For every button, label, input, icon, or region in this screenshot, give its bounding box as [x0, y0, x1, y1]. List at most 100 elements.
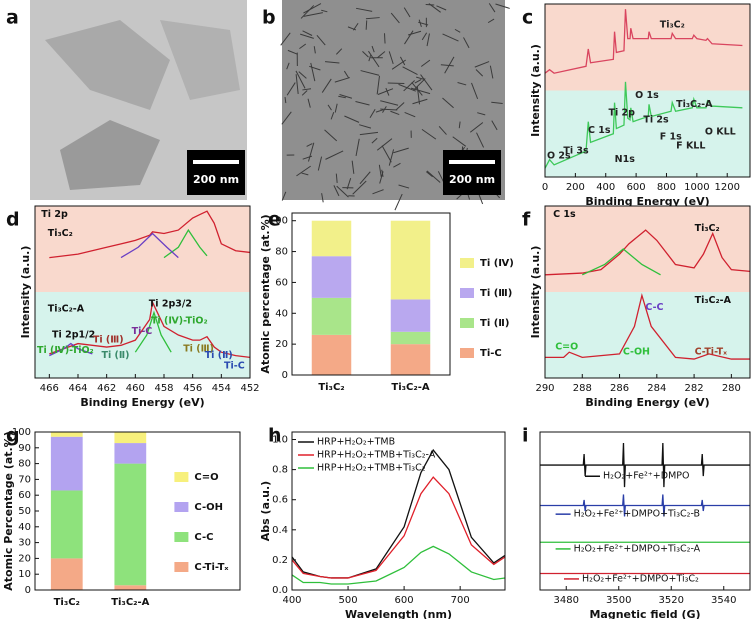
x-tick-label: 1200 — [714, 182, 739, 193]
y-tick-label: 50 — [18, 506, 31, 517]
bar-segment — [50, 436, 83, 491]
panel-label: d — [6, 209, 20, 231]
y-tick-label: 10 — [18, 569, 31, 580]
series-line — [581, 248, 661, 276]
series-line — [540, 442, 750, 488]
annotation: Ti₃C₂-A — [48, 304, 85, 315]
y-axis-label: Abs (a.u.) — [259, 481, 272, 541]
tem-streak — [355, 101, 370, 106]
x-tick-label: 288 — [573, 383, 592, 394]
tem-streak — [303, 3, 322, 14]
x-tick-label: Ti₃C₂ — [318, 382, 344, 393]
y-tick-label: 100 — [12, 427, 31, 438]
x-tick-label: 454 — [212, 383, 231, 394]
tem-streak — [388, 149, 395, 166]
tem-streak — [412, 78, 426, 91]
annotation: O KLL — [705, 127, 736, 138]
tem-streak — [298, 71, 307, 79]
y-tick-label: 30 — [18, 538, 31, 549]
plot-band — [545, 90, 750, 177]
annotation: Ti (Ⅱ) — [102, 350, 130, 361]
legend-swatch — [460, 288, 474, 298]
tem-streak — [476, 132, 485, 148]
tem-streak — [321, 193, 324, 203]
series-label: H₂O₂+Fe²⁺+DMPO — [603, 471, 690, 482]
bar-segment — [114, 432, 147, 444]
tem-streak — [380, 108, 398, 111]
tem-flake — [60, 120, 160, 190]
y-axis-label: Intensity (a.u.) — [529, 246, 542, 339]
legend-label: HRP+H₂O₂+TMB+Ti₃C₂-A — [317, 450, 436, 461]
x-tick-label: 200 — [566, 182, 585, 193]
y-tick-label: 70 — [18, 474, 31, 485]
bar-segment — [390, 299, 431, 332]
annotation: Ti 2p1/2 — [52, 330, 95, 341]
tem-streak — [376, 75, 380, 95]
tem-streak — [286, 82, 296, 96]
legend-swatch — [460, 258, 474, 268]
tem-streak — [438, 126, 447, 135]
annotation: Ti-C — [132, 326, 153, 337]
tem-streak — [362, 51, 369, 58]
scale-bar-box — [187, 150, 245, 195]
annotation: O 1s — [635, 90, 659, 101]
x-tick-label: 290 — [535, 383, 554, 394]
annotation: C=O — [555, 342, 578, 353]
tem-streak — [325, 61, 340, 64]
tem-streak — [309, 65, 321, 71]
y-tick-label: 0.0 — [272, 585, 288, 596]
annotation: Ti (Ⅱ) — [205, 350, 233, 361]
tem-streak — [352, 180, 367, 195]
tem-streak — [404, 111, 416, 118]
tem-streak — [488, 3, 496, 13]
x-tick-label: 282 — [685, 383, 704, 394]
y-tick-label: 40 — [275, 308, 288, 319]
tem-streak — [365, 17, 380, 20]
tem-streak — [334, 77, 350, 83]
legend-swatch — [174, 532, 189, 542]
annotation: Ti (Ⅲ) — [183, 343, 214, 354]
legend-swatch — [174, 562, 189, 572]
y-tick-label: 40 — [18, 522, 31, 533]
tem-streak — [299, 43, 307, 50]
x-tick-label: 1000 — [684, 182, 709, 193]
tem-streak — [436, 5, 447, 11]
x-tick-label: 456 — [183, 383, 202, 394]
bar-segment — [390, 344, 431, 375]
tem-streak — [489, 65, 494, 79]
bar-segment — [311, 297, 352, 335]
legend-label: C-OH — [194, 502, 223, 513]
tem-streak — [403, 80, 415, 92]
series-label: H₂O₂+Fe²⁺+DMPO+Ti₃C₂-B — [574, 509, 700, 520]
tem-streak — [411, 81, 423, 96]
chart: 0.0 0.2 0.4 0.6 0.8 1.0 400 500 600 700 Wavelength… — [259, 431, 506, 619]
series-line — [544, 81, 743, 169]
tem-streak — [426, 170, 441, 183]
tem-streak — [346, 178, 352, 190]
plot-band — [545, 206, 750, 292]
tem-streak — [333, 185, 340, 197]
legend-label: Ti (Ⅲ) — [480, 288, 512, 299]
tem-streak — [368, 55, 372, 62]
bar-segment — [311, 256, 352, 298]
tem-streak — [280, 32, 291, 46]
x-tick-label: 3500 — [606, 595, 631, 606]
annotation: Ti (Ⅲ) — [93, 335, 124, 346]
series-label: H₂O₂+Fe²⁺+DMPO+Ti₃C₂ — [582, 573, 699, 584]
tem-streak — [281, 111, 292, 125]
y-tick-label: 0.8 — [272, 465, 288, 476]
scale-bar — [449, 160, 495, 164]
tem-streak — [402, 66, 418, 76]
legend-swatch — [460, 318, 474, 328]
tem-streak — [426, 171, 433, 178]
tem-streak — [343, 70, 350, 79]
tem-streak — [428, 3, 441, 13]
tem-flake — [45, 20, 170, 110]
panel-label: b — [262, 7, 276, 29]
tem-flake — [160, 20, 240, 100]
annotation: Ti₃C₂-A — [695, 295, 732, 306]
x-tick-label: 458 — [154, 383, 173, 394]
x-axis-label: Binding Energy (eV) — [585, 195, 709, 208]
plot-frame — [539, 431, 751, 591]
tem-streak — [284, 96, 287, 104]
